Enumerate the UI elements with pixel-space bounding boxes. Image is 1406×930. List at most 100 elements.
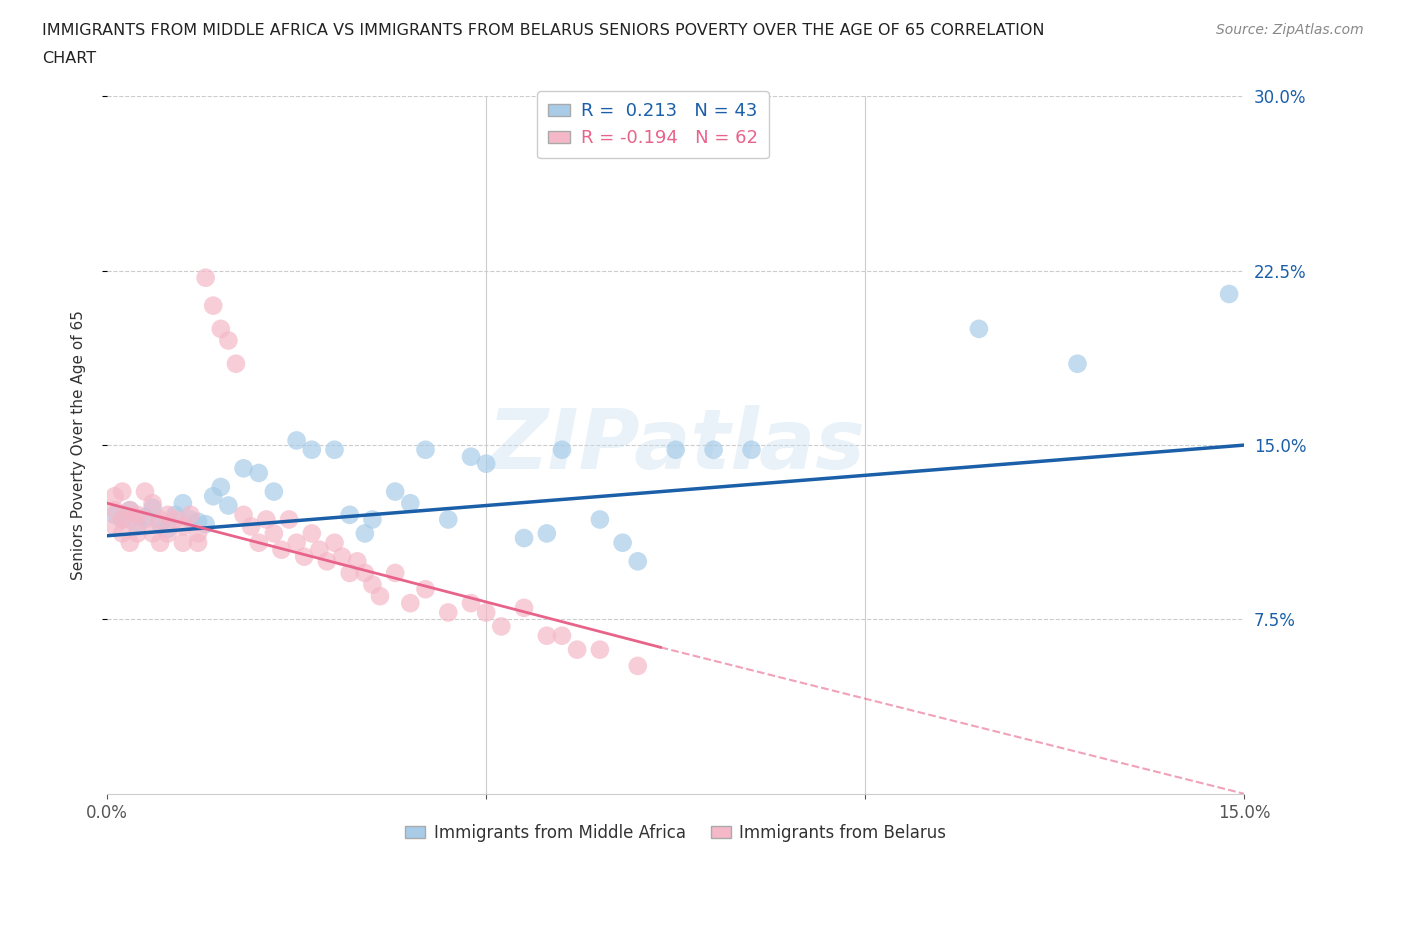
Point — [967, 322, 990, 337]
Point — [127, 519, 149, 534]
Point — [339, 508, 361, 523]
Point — [270, 542, 292, 557]
Point — [491, 619, 513, 634]
Point — [111, 512, 134, 527]
Point — [285, 433, 308, 448]
Point — [316, 554, 339, 569]
Point — [415, 443, 437, 458]
Point — [1218, 286, 1240, 301]
Point — [589, 512, 612, 527]
Point — [278, 512, 301, 527]
Point — [247, 536, 270, 551]
Point — [399, 596, 422, 611]
Point — [134, 485, 156, 499]
Point — [551, 443, 574, 458]
Point — [179, 508, 201, 523]
Point — [232, 461, 254, 476]
Point — [165, 508, 187, 523]
Point — [134, 510, 156, 525]
Point — [202, 299, 225, 313]
Text: IMMIGRANTS FROM MIDDLE AFRICA VS IMMIGRANTS FROM BELARUS SENIORS POVERTY OVER TH: IMMIGRANTS FROM MIDDLE AFRICA VS IMMIGRA… — [42, 23, 1045, 38]
Point — [353, 526, 375, 541]
Point — [353, 565, 375, 580]
Point — [301, 526, 323, 541]
Point — [104, 503, 127, 518]
Point — [142, 526, 165, 541]
Point — [225, 356, 247, 371]
Point — [536, 629, 558, 644]
Text: Source: ZipAtlas.com: Source: ZipAtlas.com — [1216, 23, 1364, 37]
Point — [142, 496, 165, 511]
Point — [104, 508, 127, 523]
Point — [627, 554, 650, 569]
Point — [740, 443, 762, 458]
Point — [415, 582, 437, 597]
Legend: Immigrants from Middle Africa, Immigrants from Belarus: Immigrants from Middle Africa, Immigrant… — [399, 817, 953, 848]
Point — [217, 498, 239, 513]
Point — [565, 643, 588, 658]
Point — [232, 508, 254, 523]
Point — [172, 519, 194, 534]
Point — [536, 526, 558, 541]
Point — [149, 517, 172, 532]
Point — [247, 466, 270, 481]
Point — [589, 643, 612, 658]
Y-axis label: Seniors Poverty Over the Age of 65: Seniors Poverty Over the Age of 65 — [72, 310, 86, 580]
Point — [308, 542, 330, 557]
Point — [172, 496, 194, 511]
Point — [127, 508, 149, 523]
Point — [149, 512, 172, 527]
Point — [513, 601, 536, 616]
Point — [156, 526, 179, 541]
Point — [179, 512, 201, 527]
Point — [323, 536, 346, 551]
Point — [156, 508, 179, 523]
Point — [156, 522, 179, 537]
Point — [134, 512, 156, 527]
Point — [437, 605, 460, 620]
Point — [460, 596, 482, 611]
Point — [263, 485, 285, 499]
Point — [209, 480, 232, 495]
Point — [361, 578, 384, 592]
Point — [194, 271, 217, 286]
Text: CHART: CHART — [42, 51, 96, 66]
Point — [217, 333, 239, 348]
Point — [361, 512, 384, 527]
Point — [187, 536, 209, 551]
Point — [111, 526, 134, 541]
Point — [346, 554, 368, 569]
Point — [209, 322, 232, 337]
Point — [172, 536, 194, 551]
Point — [118, 536, 141, 551]
Point — [368, 589, 391, 604]
Point — [475, 457, 498, 472]
Point — [513, 531, 536, 546]
Point — [301, 443, 323, 458]
Point — [627, 658, 650, 673]
Point — [384, 565, 406, 580]
Point — [1066, 356, 1088, 371]
Point — [292, 550, 315, 565]
Point — [551, 629, 574, 644]
Point — [187, 526, 209, 541]
Point — [254, 512, 277, 527]
Point — [612, 536, 634, 551]
Point — [475, 605, 498, 620]
Point — [118, 503, 141, 518]
Point — [187, 514, 209, 529]
Point — [111, 512, 134, 527]
Point — [703, 443, 725, 458]
Point — [285, 536, 308, 551]
Point — [142, 500, 165, 515]
Point — [165, 512, 187, 527]
Point — [240, 519, 263, 534]
Point — [399, 496, 422, 511]
Point — [330, 550, 353, 565]
Point — [323, 443, 346, 458]
Text: ZIPatlas: ZIPatlas — [486, 405, 865, 485]
Point — [384, 485, 406, 499]
Point — [263, 526, 285, 541]
Point — [118, 503, 141, 518]
Point — [104, 489, 127, 504]
